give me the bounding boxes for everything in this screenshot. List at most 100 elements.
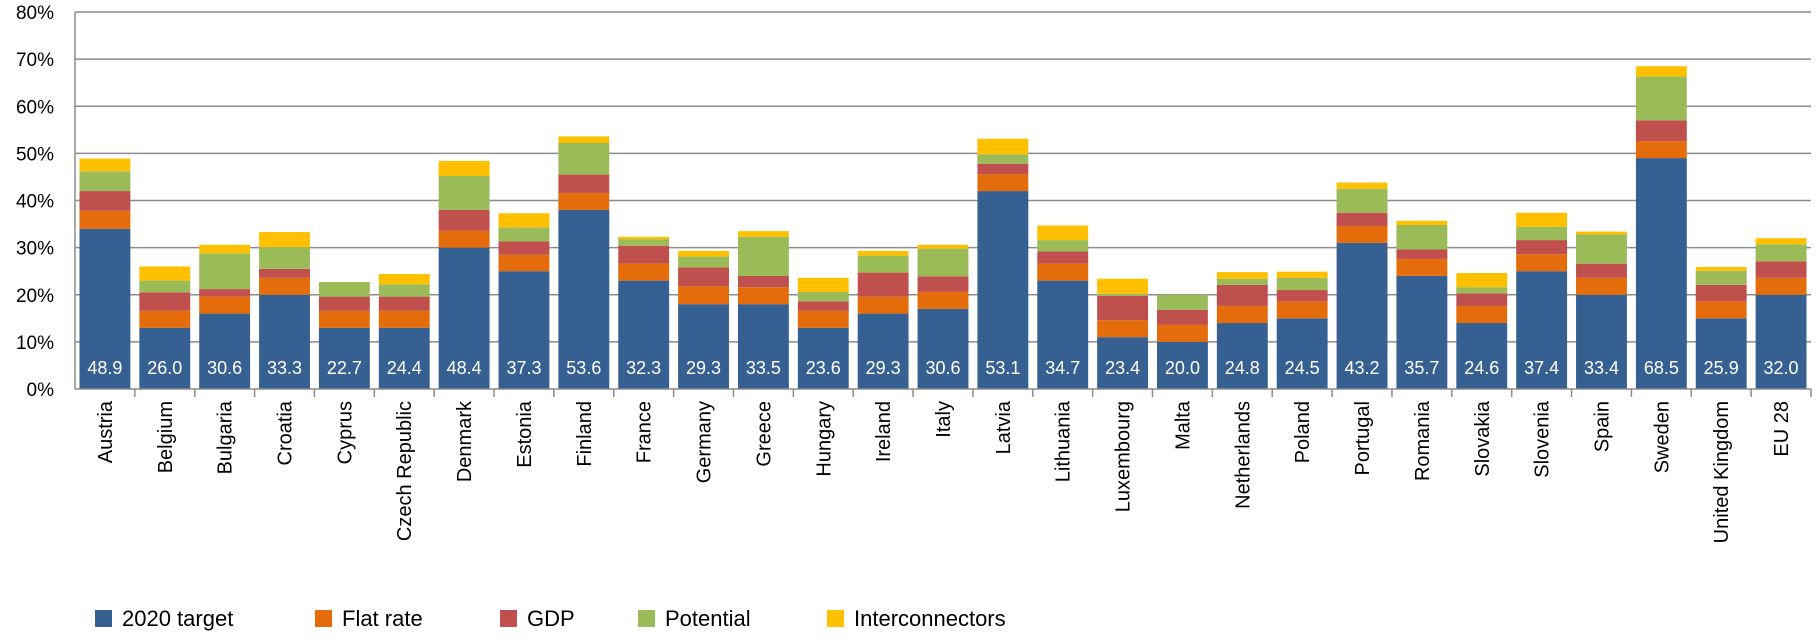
data-label: 33.3 bbox=[267, 358, 302, 378]
data-label: 30.6 bbox=[925, 358, 960, 378]
bar-segment-flat-rate bbox=[1755, 277, 1807, 295]
bar-segment-gdp bbox=[1635, 120, 1687, 142]
bar-segment-flat-rate bbox=[1336, 225, 1388, 243]
bar-segment-flat-rate bbox=[1276, 301, 1328, 319]
data-label: 23.6 bbox=[806, 358, 841, 378]
bar-segment-2020-target bbox=[618, 280, 670, 389]
bar-segment-interconnectors bbox=[1755, 238, 1807, 245]
bar-segment-potential bbox=[1037, 240, 1089, 252]
bar-segment-flat-rate bbox=[618, 263, 670, 281]
bar-segment-interconnectors bbox=[917, 244, 969, 249]
data-label: 33.4 bbox=[1584, 358, 1619, 378]
x-tick-label: Ireland bbox=[873, 401, 895, 462]
data-label: 53.6 bbox=[566, 358, 601, 378]
bar-segment-flat-rate bbox=[977, 174, 1029, 192]
y-tick-label: 70% bbox=[16, 50, 54, 71]
bar-segment-potential bbox=[618, 239, 670, 246]
data-label: 24.8 bbox=[1225, 358, 1260, 378]
bar-segment-2020-target bbox=[1456, 323, 1508, 389]
bar-segment-potential bbox=[917, 248, 969, 277]
bar-segment-gdp bbox=[977, 163, 1029, 175]
x-tick-label: Lithuania bbox=[1053, 400, 1075, 482]
y-tick-label: 60% bbox=[16, 97, 54, 118]
legend-label: Interconnectors bbox=[854, 606, 1006, 631]
bar-segment-gdp bbox=[79, 191, 131, 211]
bar-segment-2020-target bbox=[1336, 242, 1388, 389]
bar-segment-interconnectors bbox=[79, 158, 131, 172]
data-label: 22.7 bbox=[327, 358, 362, 378]
bar-segment-2020-target bbox=[1276, 318, 1328, 389]
bar-segment-potential bbox=[438, 175, 490, 210]
bar-segment-potential bbox=[1336, 188, 1388, 213]
bar-segment-flat-rate bbox=[498, 254, 550, 272]
bar-segment-potential bbox=[378, 284, 430, 297]
bar-segment-2020-target bbox=[917, 308, 969, 389]
bar-segment-gdp bbox=[678, 267, 729, 287]
bar-segment-potential bbox=[678, 256, 729, 268]
bar-segment-2020-target bbox=[1755, 294, 1807, 389]
y-tick-label: 50% bbox=[16, 144, 54, 165]
y-tick-label: 0% bbox=[27, 380, 55, 401]
bar-segment-2020-target bbox=[558, 209, 610, 389]
x-tick-label: Cyprus bbox=[334, 401, 356, 464]
data-label: 37.3 bbox=[506, 358, 541, 378]
bar-segment-interconnectors bbox=[199, 244, 251, 254]
bar-segment-flat-rate bbox=[1157, 324, 1208, 342]
bar-segment-2020-target bbox=[139, 327, 191, 389]
bar-segment-gdp bbox=[139, 292, 191, 311]
x-tick-label: United Kingdom bbox=[1711, 401, 1733, 543]
bar-segment-interconnectors bbox=[498, 213, 550, 228]
bar-segment-potential bbox=[259, 247, 310, 269]
legend-swatch bbox=[638, 610, 655, 627]
y-tick-label: 10% bbox=[16, 333, 54, 354]
x-tick-label: Malta bbox=[1172, 400, 1194, 450]
bar-segment-potential bbox=[79, 171, 131, 192]
bar-segment-gdp bbox=[1336, 212, 1388, 226]
x-tick-label: Estonia bbox=[514, 400, 536, 468]
bar-segment-interconnectors bbox=[1097, 278, 1149, 294]
legend-label: Flat rate bbox=[342, 606, 423, 631]
x-tick-label: Denmark bbox=[454, 400, 476, 482]
x-tick-label: Italy bbox=[933, 401, 955, 438]
x-tick-label: Croatia bbox=[275, 400, 297, 465]
bar-segment-2020-target bbox=[797, 327, 849, 389]
bar-segment-potential bbox=[498, 227, 550, 242]
bar-segment-interconnectors bbox=[1695, 266, 1747, 271]
data-label: 35.7 bbox=[1404, 358, 1439, 378]
bar-segment-interconnectors bbox=[139, 266, 191, 281]
bar-segment-flat-rate bbox=[1037, 263, 1089, 281]
bar-segment-gdp bbox=[1576, 263, 1627, 278]
bar-segment-2020-target bbox=[199, 313, 251, 389]
x-tick-label: Luxembourg bbox=[1113, 401, 1135, 512]
bar-segment-potential bbox=[199, 253, 251, 290]
bar-segment-2020-target bbox=[378, 327, 430, 389]
bar-segment-flat-rate bbox=[558, 192, 610, 210]
bar-segment-interconnectors bbox=[857, 250, 909, 256]
bar-segment-gdp bbox=[1516, 240, 1568, 255]
data-label: 32.0 bbox=[1764, 358, 1799, 378]
data-label: 29.3 bbox=[686, 358, 721, 378]
bar-segment-interconnectors bbox=[1216, 272, 1268, 279]
bar-segment-flat-rate bbox=[1695, 301, 1747, 319]
bar-segment-2020-target bbox=[737, 304, 789, 389]
bar-segment-2020-target bbox=[857, 313, 909, 389]
legend-swatch bbox=[827, 610, 844, 627]
bar-segment-2020-target bbox=[1516, 271, 1568, 389]
bar-segment-2020-target bbox=[1157, 341, 1208, 389]
bar-segment-2020-target bbox=[1635, 158, 1687, 389]
bar-segment-gdp bbox=[1216, 284, 1268, 307]
bar-segment-gdp bbox=[498, 241, 550, 255]
y-tick-label: 20% bbox=[16, 286, 54, 307]
data-label: 34.7 bbox=[1045, 358, 1080, 378]
bar-segment-gdp bbox=[618, 245, 670, 264]
bar-segment-2020-target bbox=[259, 294, 310, 389]
legend-swatch bbox=[95, 610, 112, 627]
bar-segment-potential bbox=[857, 255, 909, 273]
bar-segment-gdp bbox=[318, 296, 370, 311]
bar-segment-flat-rate bbox=[1635, 141, 1687, 159]
bar-segment-flat-rate bbox=[1097, 320, 1149, 338]
data-label: 23.4 bbox=[1105, 358, 1140, 378]
data-label: 37.4 bbox=[1524, 358, 1559, 378]
bar-segment-gdp bbox=[438, 209, 490, 231]
